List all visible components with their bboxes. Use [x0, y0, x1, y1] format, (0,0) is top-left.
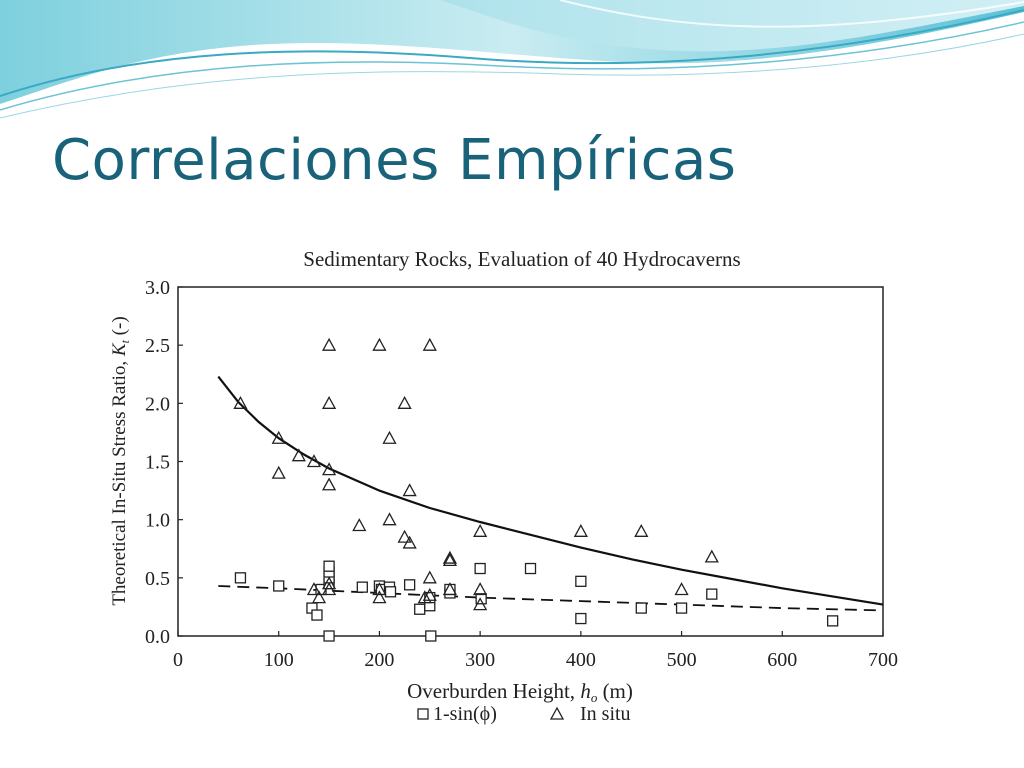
data-point-1-sin-phi [311, 609, 323, 621]
data-point-in-situ [321, 462, 337, 476]
data-point-1-sin-phi [826, 615, 839, 627]
data-point-1-sin-phi [323, 630, 335, 642]
data-point-in-situ [634, 523, 649, 537]
x-axis-label-symbol: h [580, 679, 591, 703]
data-point-in-situ [473, 523, 488, 537]
data-point-1-sin-phi [273, 580, 285, 592]
data-point-1-sin-phi [524, 562, 537, 575]
legend-label-in-situ: In situ [580, 703, 631, 725]
y-tick-label: 2.5 [145, 335, 170, 357]
x-axis-label-unit: (m) [597, 679, 633, 703]
data-point-in-situ [352, 518, 367, 532]
y-axis-label: Theoretical In-Situ Stress Ratio, Kt (-) [109, 316, 132, 605]
data-point-in-situ [382, 430, 397, 444]
y-tick-label: 1.0 [145, 510, 170, 532]
data-points [233, 337, 839, 642]
data-point-in-situ [402, 483, 417, 497]
y-tick-label: 3.0 [145, 277, 170, 299]
data-point-in-situ [442, 550, 458, 564]
data-point-in-situ [271, 465, 286, 479]
data-point-in-situ [321, 395, 337, 409]
x-tick-label: 200 [364, 649, 394, 671]
data-point-1-sin-phi [356, 581, 368, 593]
data-point-in-situ [271, 430, 286, 444]
data-point-in-situ [306, 582, 322, 596]
y-axis-label-unit: (-) [109, 316, 130, 340]
data-point-1-sin-phi [403, 579, 416, 591]
data-point-in-situ [306, 454, 322, 468]
data-point-in-situ [321, 576, 337, 590]
data-point-in-situ [573, 523, 588, 537]
data-point-in-situ [473, 597, 488, 611]
x-tick-label: 700 [868, 649, 898, 671]
x-tick-label: 500 [667, 649, 697, 671]
x-tick-label: 400 [566, 649, 596, 671]
data-point-in-situ [233, 395, 248, 409]
scatter-chart: Sedimentary Rocks, Evaluation of 40 Hydr… [109, 247, 898, 725]
data-point-1-sin-phi [575, 575, 587, 587]
data-point-in-situ [311, 590, 327, 604]
data-point-1-sin-phi [474, 562, 486, 575]
data-point-1-sin-phi [706, 588, 718, 600]
slide-title: Correlaciones Empíricas [52, 128, 737, 193]
chart-title: Sedimentary Rocks, Evaluation of 40 Hydr… [303, 247, 740, 271]
data-point-1-sin-phi [635, 602, 647, 614]
data-point-in-situ [321, 477, 337, 491]
y-axis-label-subscript: t [118, 339, 132, 343]
data-point-in-situ [417, 590, 432, 604]
y-tick-label: 1.5 [145, 452, 170, 474]
legend-marker-triangle [549, 706, 565, 720]
x-axis-label: Overburden Height, ho (m) [407, 679, 633, 705]
data-point-in-situ [704, 549, 719, 563]
y-axis-ticks: 0.0 0.5 1.0 1.5 2.0 2.5 3.0 [145, 277, 183, 648]
data-point-in-situ [442, 553, 458, 567]
legend-label-1-sin-phi: 1-sin(ϕ) [433, 703, 497, 725]
data-point-in-situ [473, 582, 488, 596]
x-tick-label: 600 [767, 649, 797, 671]
data-point-in-situ [321, 337, 337, 351]
chart-legend: 1-sin(ϕ) In situ [417, 703, 631, 725]
x-tick-label: 300 [465, 649, 495, 671]
data-point-in-situ [422, 337, 437, 351]
data-point-in-situ [372, 590, 387, 604]
x-axis-ticks: 0 100 200 300 400 500 600 700 [173, 631, 898, 671]
data-point-in-situ [397, 529, 412, 543]
fit-curve-solid [217, 375, 884, 606]
data-point-1-sin-phi [234, 572, 247, 584]
data-point-1-sin-phi [675, 602, 688, 614]
legend-marker-square [417, 708, 429, 720]
fit-curve-dashed [218, 585, 884, 612]
data-point-in-situ [291, 448, 306, 462]
data-point-in-situ [397, 395, 412, 409]
data-point-in-situ [382, 512, 397, 526]
data-point-in-situ [321, 582, 337, 596]
y-axis-label-symbol: K [109, 342, 130, 357]
data-point-1-sin-phi [323, 560, 335, 572]
y-tick-label: 2.0 [145, 393, 170, 415]
data-point-1-sin-phi [414, 603, 426, 615]
data-point-in-situ [402, 535, 417, 549]
data-point-in-situ [422, 570, 437, 584]
y-tick-label: 0.5 [145, 568, 170, 590]
data-point-in-situ [422, 587, 437, 601]
data-point-1-sin-phi [575, 612, 587, 625]
data-point-1-sin-phi [384, 586, 397, 598]
fit-curves [217, 375, 884, 612]
x-axis-label-subscript: o [591, 690, 598, 705]
data-point-1-sin-phi [475, 593, 487, 605]
data-point-in-situ [674, 582, 689, 596]
data-point-in-situ [372, 337, 387, 351]
x-tick-label: 0 [173, 649, 183, 671]
x-axis-label-main: Overburden Height, [407, 679, 580, 703]
chart-panel: Sedimentary Rocks, Evaluation of 40 Hydr… [95, 228, 905, 743]
data-point-in-situ [442, 582, 458, 596]
y-tick-label: 0.0 [145, 626, 170, 648]
x-tick-label: 100 [264, 649, 294, 671]
y-axis-label-main: Theoretical In-Situ Stress Ratio, [109, 356, 130, 606]
data-point-1-sin-phi [425, 630, 437, 642]
data-point-in-situ [372, 582, 387, 596]
